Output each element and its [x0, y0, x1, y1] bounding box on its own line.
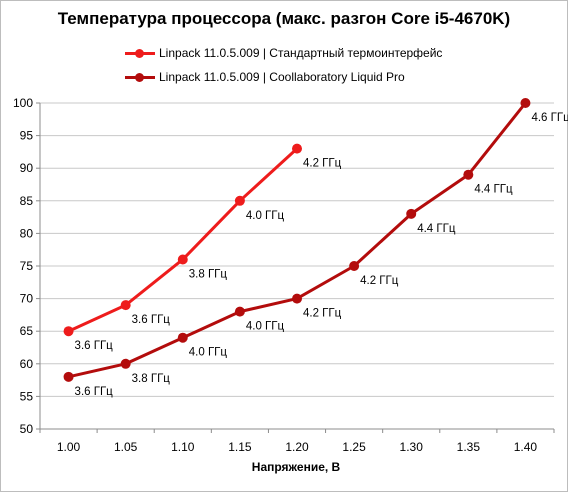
data-point	[292, 143, 302, 154]
x-tick-label: 1.35	[457, 440, 481, 454]
data-label: 4.4 ГГц	[417, 223, 456, 235]
x-tick-label: 1.25	[342, 440, 366, 454]
x-tick-label: 1.40	[514, 440, 538, 454]
x-tick-label: 1.20	[285, 440, 309, 454]
data-label: 4.2 ГГц	[303, 158, 342, 170]
y-tick-label: 80	[20, 226, 34, 240]
data-label: 4.2 ГГц	[360, 275, 399, 287]
x-tick-label: 1.10	[171, 440, 195, 454]
x-axis-title: Напряжение, В	[251, 460, 341, 474]
data-label: 4.4 ГГц	[474, 184, 513, 196]
x-tick-label: 1.00	[57, 440, 81, 454]
data-label: 3.6 ГГц	[75, 386, 114, 398]
data-point	[406, 208, 417, 219]
data-label: 3.8 ГГц	[189, 268, 228, 280]
data-point	[463, 169, 474, 180]
data-point	[234, 306, 245, 317]
x-tick-label: 1.15	[228, 440, 252, 454]
y-tick-label: 90	[20, 161, 34, 175]
data-point	[292, 293, 302, 304]
legend-label-series-2: Linpack 11.0.5.009 | Coollaboratory Liqu…	[159, 70, 405, 84]
x-tick-label: 1.05	[114, 440, 138, 454]
y-tick-label: 100	[13, 96, 33, 110]
y-tick-label: 55	[20, 389, 34, 403]
data-label: 3.8 ГГц	[132, 373, 171, 385]
legend-marker-series-1	[135, 48, 144, 58]
y-tick-label: 65	[20, 324, 34, 338]
data-point	[520, 98, 531, 108]
data-point	[234, 195, 245, 206]
data-label: 4.0 ГГц	[246, 210, 285, 222]
series-line-1	[67, 147, 299, 333]
y-tick-label: 95	[20, 129, 34, 143]
legend-marker-series-2	[135, 72, 144, 82]
y-tick-label: 75	[20, 259, 34, 273]
y-tick-label: 50	[20, 422, 34, 436]
x-tick-label: 1.30	[400, 440, 424, 454]
y-tick-label: 85	[20, 194, 34, 208]
data-label: 4.6 ГГц	[531, 112, 568, 124]
data-point	[349, 261, 360, 271]
data-label: 4.2 ГГц	[303, 308, 342, 320]
legend-label-series-1: Linpack 11.0.5.009 | Стандартный термоин…	[159, 46, 443, 60]
y-tick-label: 70	[20, 292, 34, 306]
data-point	[120, 358, 131, 369]
data-label: 3.6 ГГц	[75, 340, 114, 352]
y-tick-label: 60	[20, 357, 34, 371]
data-label: 4.0 ГГц	[189, 347, 228, 359]
data-point	[63, 371, 74, 382]
data-point	[120, 300, 131, 311]
chart-title: Температура процессора (макс. разгон Cor…	[57, 9, 511, 28]
data-point	[177, 254, 188, 265]
data-point	[63, 326, 74, 337]
data-label: 3.6 ГГц	[132, 314, 171, 326]
data-label: 4.0 ГГц	[246, 321, 285, 333]
data-point	[177, 332, 188, 343]
